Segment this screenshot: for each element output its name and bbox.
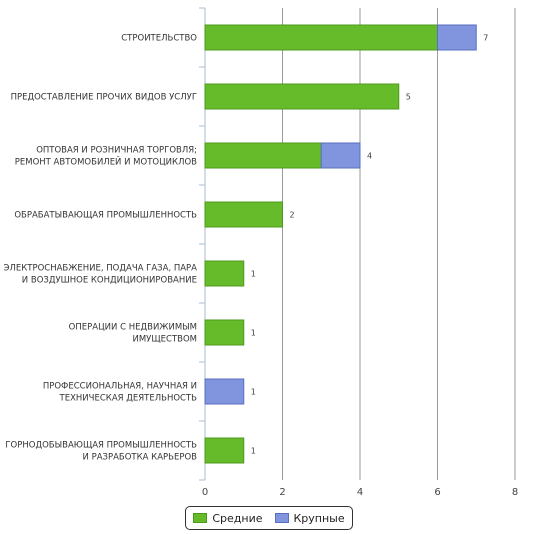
data-label-1: 5 [406, 93, 411, 102]
category-label-6-1: ТЕХНИЧЕСКАЯ ДЕЯТЕЛЬНОСТЬ [59, 394, 198, 404]
bar-4-series-0 [204, 260, 245, 287]
legend: Средние Крупные [185, 506, 353, 530]
data-label-6: 1 [251, 388, 256, 397]
category-label-2-1: РЕМОНТ АВТОМОБИЛЕЙ И МОТОЦИКЛОВ [15, 156, 197, 168]
legend-label-srednie: Средние [212, 511, 263, 525]
bar-3-series-0 [204, 201, 283, 228]
category-label-4-0: ЭЛЕКТРОСНАБЖЕНИЕ, ПОДАЧА ГАЗА, ПАРА [4, 264, 198, 274]
bar-0-series-0 [204, 24, 438, 51]
x-tick-label-1: 2 [279, 487, 285, 498]
data-label-2: 4 [367, 152, 372, 161]
x-tick-label-3: 6 [434, 487, 440, 498]
legend-label-krupnye: Крупные [293, 511, 345, 525]
category-label-1-0: ПРЕДОСТАВЛЕНИЕ ПРОЧИХ ВИДОВ УСЛУГ [11, 93, 197, 103]
data-label-7: 1 [251, 447, 256, 456]
bar-2-series-0 [204, 142, 322, 169]
category-label-5-0: ОПЕРАЦИИ С НЕДВИЖИМЫМ [69, 323, 197, 333]
legend-item-krupnye[interactable]: Крупные [274, 511, 345, 525]
x-tick-label-0: 0 [202, 487, 208, 498]
x-tick-label-4: 8 [512, 487, 518, 498]
bar-6-series-1 [204, 378, 245, 405]
x-tick-label-2: 4 [357, 487, 363, 498]
bar-0-series-1 [437, 24, 477, 51]
bar-5-series-0 [204, 319, 245, 346]
bar-2-series-1 [320, 142, 361, 169]
bar-1-series-0 [204, 83, 400, 110]
bar-7-series-0 [204, 437, 245, 464]
data-label-0: 7 [483, 34, 488, 43]
legend-swatch-krupnye [274, 513, 289, 523]
data-label-4: 1 [251, 270, 256, 279]
legend-swatch-srednie [193, 513, 208, 523]
category-label-7-0: ГОРНОДОБЫВАЮЩАЯ ПРОМЫШЛЕННОСТЬ [5, 441, 197, 451]
data-label-3: 2 [290, 211, 295, 220]
legend-item-srednie[interactable]: Средние [193, 511, 263, 525]
category-label-3-0: ОБРАБАТЫВАЮЩАЯ ПРОМЫШЛЕННОСТЬ [14, 211, 197, 221]
category-label-0-0: СТРОИТЕЛЬСТВО [121, 34, 197, 44]
category-label-6-0: ПРОФЕССИОНАЛЬНАЯ, НАУЧНАЯ И [43, 382, 197, 392]
category-label-2-0: ОПТОВАЯ И РОЗНИЧНАЯ ТОРГОВЛЯ; [36, 146, 197, 156]
category-label-5-1: ИМУЩЕСТВОМ [132, 335, 197, 345]
category-label-7-1: И РАЗРАБОТКА КАРЬЕРОВ [83, 453, 198, 463]
data-label-5: 1 [251, 329, 256, 338]
category-label-4-1: И ВОЗДУШНОЕ КОНДИЦИОНИРОВАНИЕ [22, 276, 197, 286]
